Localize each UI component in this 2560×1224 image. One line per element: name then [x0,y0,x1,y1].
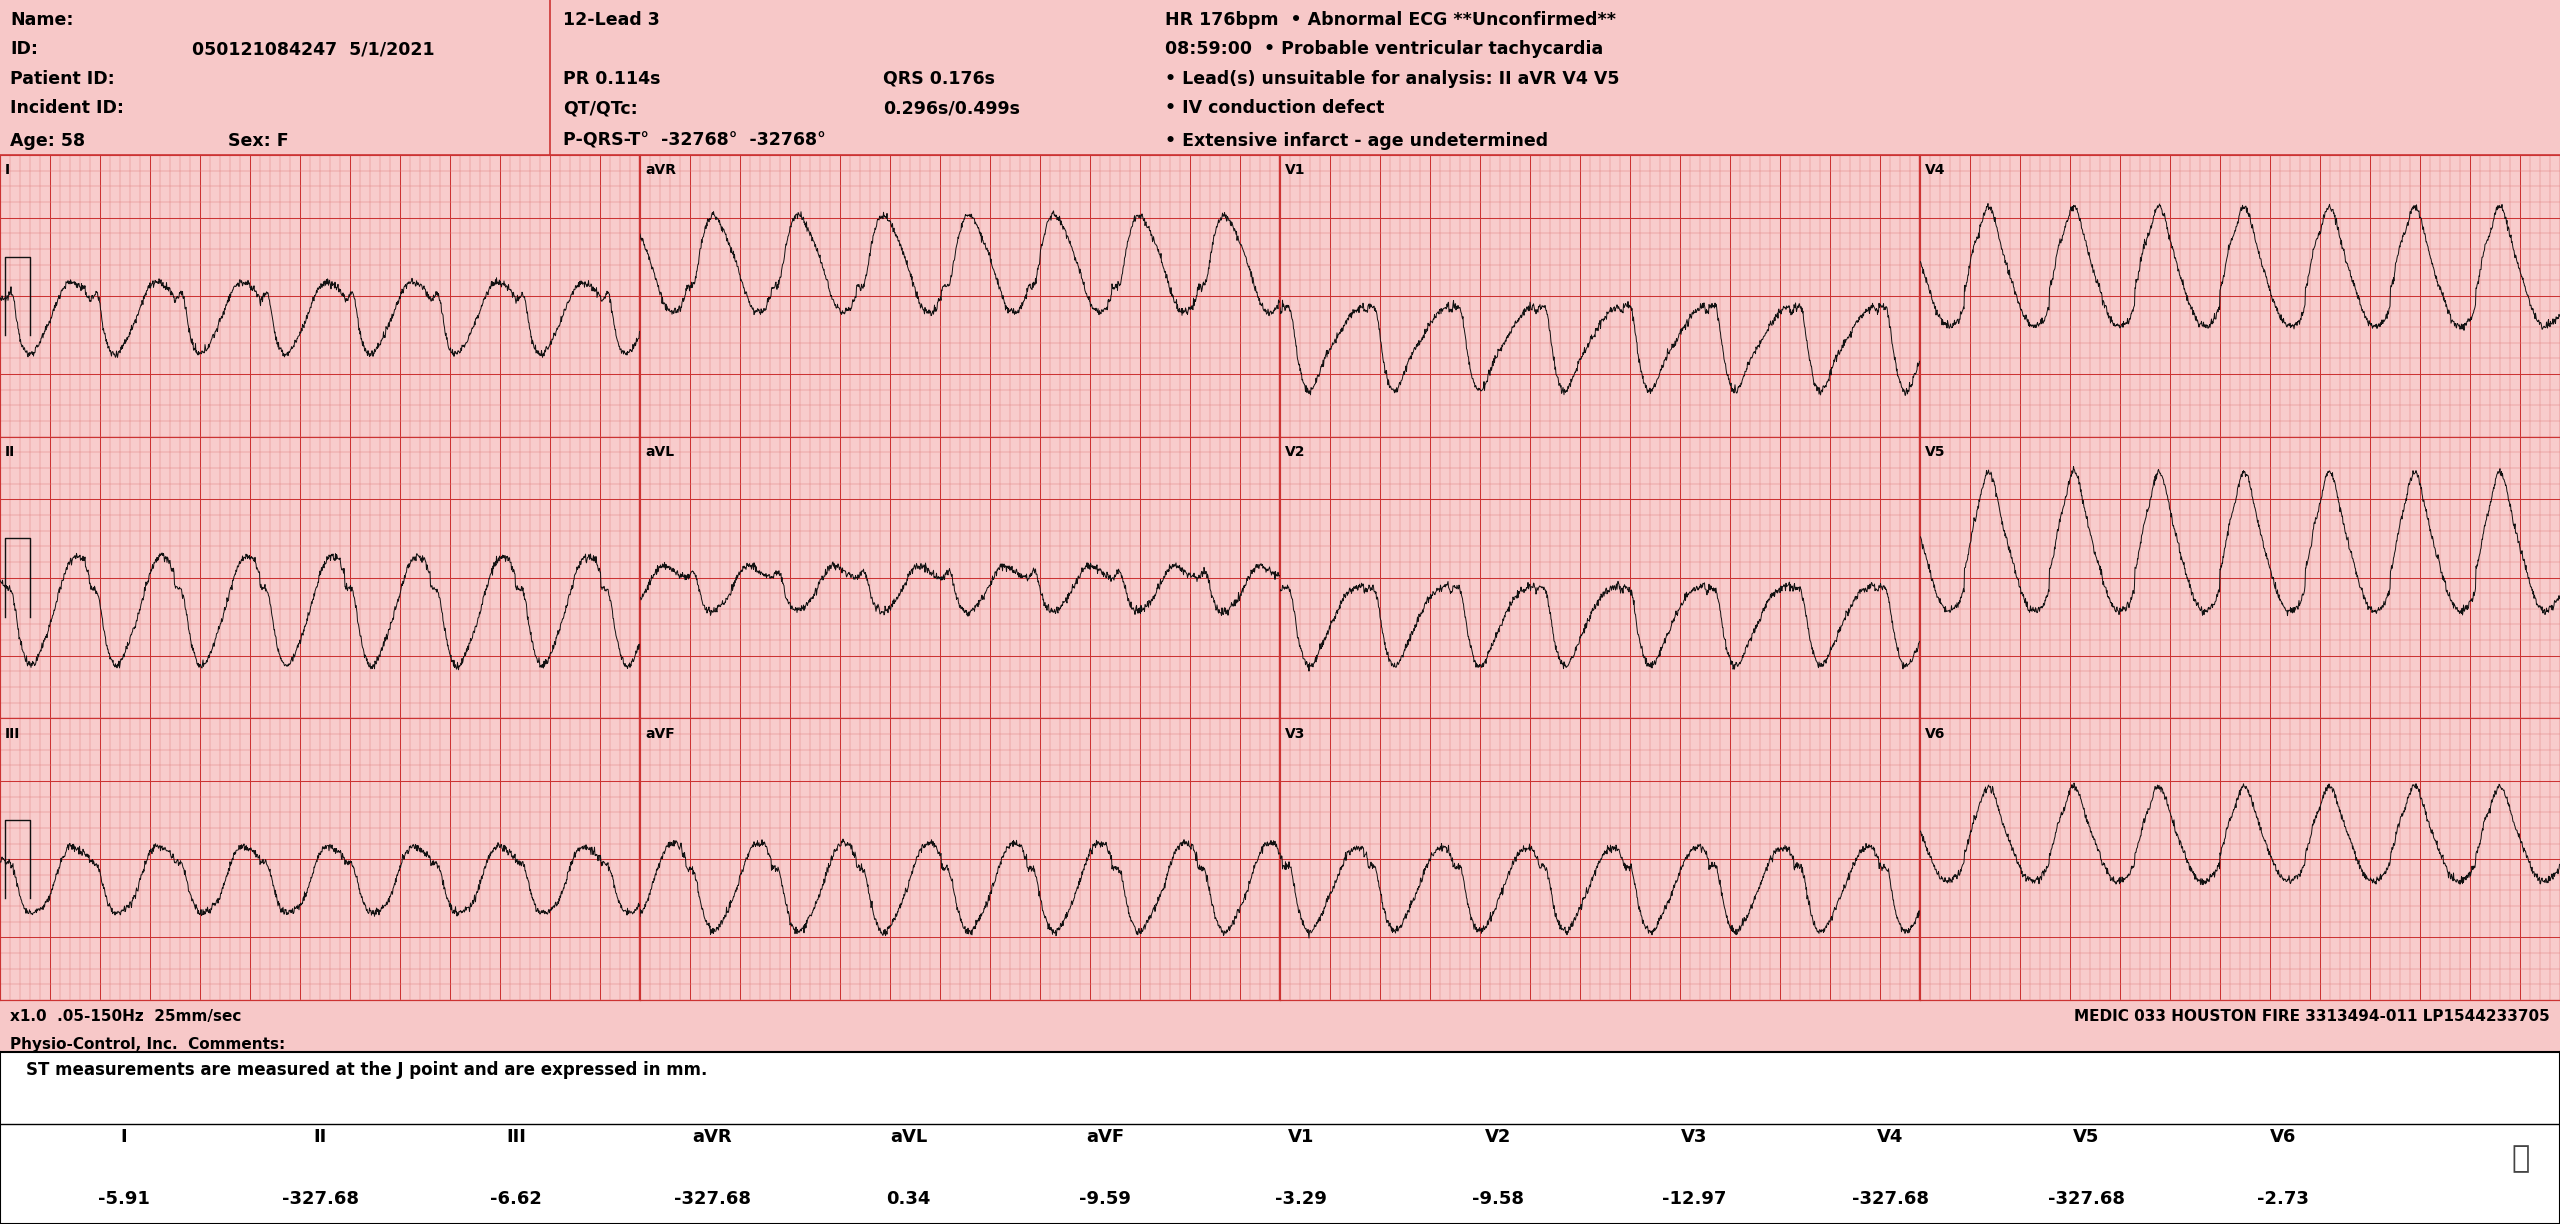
Text: V1: V1 [1288,1127,1313,1146]
Text: • Extensive infarct - age undetermined: • Extensive infarct - age undetermined [1165,132,1549,149]
Text: • IV conduction defect: • IV conduction defect [1165,99,1385,118]
Text: 0.296s/0.499s: 0.296s/0.499s [883,99,1021,118]
Text: V4: V4 [1876,1127,1902,1146]
Text: Incident ID:: Incident ID: [10,99,125,118]
Text: • Lead(s) unsuitable for analysis: II aVR V4 V5: • Lead(s) unsuitable for analysis: II aV… [1165,70,1620,88]
Text: Physio-Control, Inc.  Comments:: Physio-Control, Inc. Comments: [10,1038,287,1053]
Text: x1.0  .05-150Hz  25mm/sec: x1.0 .05-150Hz 25mm/sec [10,1010,241,1024]
Text: III: III [5,727,20,741]
Text: II: II [5,446,15,459]
Text: aVF: aVF [645,727,676,741]
Text: V5: V5 [1925,446,1946,459]
Text: V2: V2 [1285,446,1306,459]
Text: V1: V1 [1285,164,1306,177]
Text: PR 0.114s: PR 0.114s [563,70,660,88]
Text: Age: 58: Age: 58 [10,132,84,149]
Text: V4: V4 [1925,164,1946,177]
Text: aVF: aVF [1085,1127,1124,1146]
Text: aVR: aVR [645,164,676,177]
Text: V6: V6 [2271,1127,2296,1146]
Text: aVL: aVL [645,446,673,459]
Text: -12.97: -12.97 [1661,1190,1725,1208]
Text: Sex: F: Sex: F [228,132,289,149]
Text: 050121084247  5/1/2021: 050121084247 5/1/2021 [192,40,435,59]
Text: V3: V3 [1682,1127,1708,1146]
Text: QT/QTc:: QT/QTc: [563,99,637,118]
Text: V6: V6 [1925,727,1946,741]
Text: HR 176bpm  • Abnormal ECG **Unconfirmed**: HR 176bpm • Abnormal ECG **Unconfirmed** [1165,11,1615,29]
Text: aVR: aVR [694,1127,732,1146]
Text: ID:: ID: [10,40,38,59]
Text: 08:59:00  • Probable ventricular tachycardia: 08:59:00 • Probable ventricular tachycar… [1165,40,1603,59]
Text: -3.29: -3.29 [1275,1190,1326,1208]
Text: -327.68: -327.68 [1851,1190,1928,1208]
Text: -327.68: -327.68 [2048,1190,2125,1208]
Text: II: II [312,1127,328,1146]
Text: III: III [507,1127,527,1146]
Text: V2: V2 [1485,1127,1510,1146]
Text: I: I [5,164,10,177]
Text: P-QRS-T°  -32768°  -32768°: P-QRS-T° -32768° -32768° [563,132,827,149]
Text: 🐂: 🐂 [2511,1144,2529,1173]
Text: -2.73: -2.73 [2258,1190,2309,1208]
Text: -5.91: -5.91 [97,1190,148,1208]
Text: -9.58: -9.58 [1472,1190,1523,1208]
Text: -327.68: -327.68 [282,1190,358,1208]
Text: I: I [120,1127,128,1146]
Text: -9.59: -9.59 [1080,1190,1132,1208]
Text: Patient ID:: Patient ID: [10,70,115,88]
Text: V3: V3 [1285,727,1306,741]
Text: MEDIC 033 HOUSTON FIRE 3313494-011 LP1544233705: MEDIC 033 HOUSTON FIRE 3313494-011 LP154… [2074,1010,2550,1024]
Text: Name:: Name: [10,11,74,29]
Text: QRS 0.176s: QRS 0.176s [883,70,996,88]
Text: 0.34: 0.34 [886,1190,932,1208]
Text: -6.62: -6.62 [492,1190,543,1208]
Text: aVL: aVL [891,1127,927,1146]
Text: 12-Lead 3: 12-Lead 3 [563,11,660,29]
Text: -327.68: -327.68 [673,1190,750,1208]
Text: V5: V5 [2074,1127,2099,1146]
Text: ST measurements are measured at the J point and are expressed in mm.: ST measurements are measured at the J po… [26,1061,707,1078]
